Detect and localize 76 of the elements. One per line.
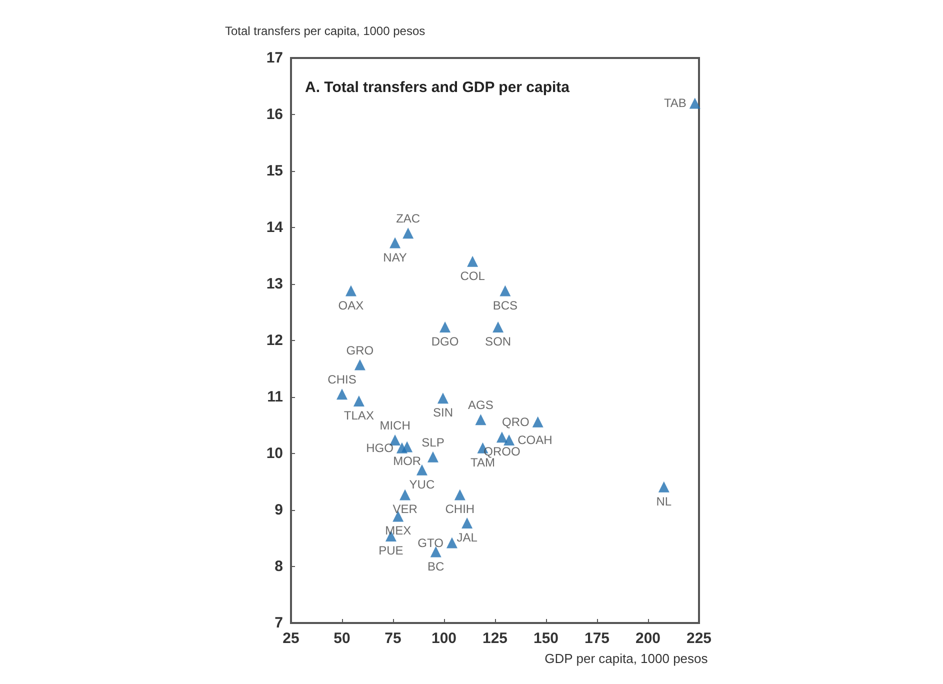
x-axis-title: GDP per capita, 1000 pesos bbox=[544, 651, 708, 666]
point bbox=[354, 359, 366, 370]
x-tick-label: 175 bbox=[584, 630, 610, 647]
point bbox=[532, 416, 544, 428]
data-label: VER bbox=[392, 502, 418, 516]
y-tick-label: 7 bbox=[274, 614, 283, 632]
data-label: JAL bbox=[456, 530, 478, 544]
data-label: TLAX bbox=[344, 408, 374, 422]
text: A. Total transfers and GDP per capita bbox=[305, 79, 570, 96]
point bbox=[496, 432, 508, 443]
data-label: SLP bbox=[422, 435, 444, 450]
point bbox=[658, 481, 670, 492]
data-label: MEX bbox=[385, 524, 412, 538]
data-label: MOR bbox=[393, 454, 422, 468]
data-label: MICH bbox=[380, 418, 410, 432]
y-tick-label: 8 bbox=[274, 558, 283, 575]
data-label: COAH bbox=[518, 432, 552, 447]
data-label: NAY bbox=[383, 250, 407, 264]
point bbox=[440, 321, 451, 332]
data-label: DGO bbox=[431, 334, 459, 348]
data-label: QRO bbox=[502, 414, 530, 429]
point bbox=[504, 434, 515, 446]
y-tick-label: 17 bbox=[266, 50, 283, 66]
data-label: AGS bbox=[468, 398, 494, 412]
point bbox=[437, 392, 448, 404]
data-label: SIN bbox=[432, 406, 453, 420]
y-tick-label: 16 bbox=[266, 106, 283, 123]
x-tick-label: 50 bbox=[334, 630, 350, 647]
x-tick-label: 100 bbox=[431, 630, 457, 647]
data-label: CHIH bbox=[445, 502, 475, 516]
data-label: GRO bbox=[346, 343, 374, 358]
data-label: BC bbox=[428, 559, 445, 574]
y-axis-title: Total transfers per capita, 1000 pesos bbox=[225, 24, 426, 38]
data-label: CHIS bbox=[328, 372, 356, 387]
y-tick-label: 13 bbox=[266, 276, 283, 292]
data-label: HGO bbox=[366, 440, 394, 455]
point bbox=[390, 237, 401, 248]
x-tick-label: 25 bbox=[282, 630, 300, 647]
point bbox=[336, 388, 348, 400]
y-tick-label: 9 bbox=[274, 502, 283, 518]
x-tick-label: 200 bbox=[635, 630, 661, 647]
point bbox=[500, 285, 511, 296]
x-tick-label: 125 bbox=[482, 630, 508, 647]
data-label: GTO bbox=[418, 536, 444, 550]
point bbox=[353, 395, 364, 406]
x-tick-label: 225 bbox=[686, 630, 712, 647]
point bbox=[390, 434, 401, 446]
y-tick-label: 15 bbox=[266, 162, 283, 180]
y-tick-label: 11 bbox=[267, 388, 283, 406]
x-tick-label: 150 bbox=[533, 630, 559, 647]
y-tick-label: 10 bbox=[266, 445, 283, 462]
data-label: BCS bbox=[492, 298, 518, 312]
data-label: YUC bbox=[409, 477, 435, 492]
data-label: OAX bbox=[338, 298, 364, 312]
point bbox=[462, 517, 473, 528]
point bbox=[427, 451, 438, 462]
point bbox=[454, 489, 466, 500]
point bbox=[402, 441, 413, 452]
point bbox=[400, 489, 411, 500]
point bbox=[402, 228, 414, 239]
point bbox=[475, 414, 486, 426]
point bbox=[492, 321, 504, 332]
data-label: SON bbox=[485, 334, 512, 348]
point bbox=[446, 537, 458, 548]
point bbox=[467, 256, 478, 267]
point bbox=[689, 98, 700, 109]
data-label: NL bbox=[656, 494, 672, 508]
data-label: PUE bbox=[378, 543, 404, 558]
data-label: COL bbox=[460, 268, 486, 283]
data-label: TAB bbox=[664, 96, 686, 110]
y-tick-label: 14 bbox=[266, 219, 284, 236]
point bbox=[345, 285, 356, 296]
y-tick-label: 12 bbox=[266, 332, 283, 349]
data-label: ZAC bbox=[396, 212, 420, 226]
point bbox=[416, 464, 428, 476]
x-tick-label: 75 bbox=[384, 630, 402, 647]
